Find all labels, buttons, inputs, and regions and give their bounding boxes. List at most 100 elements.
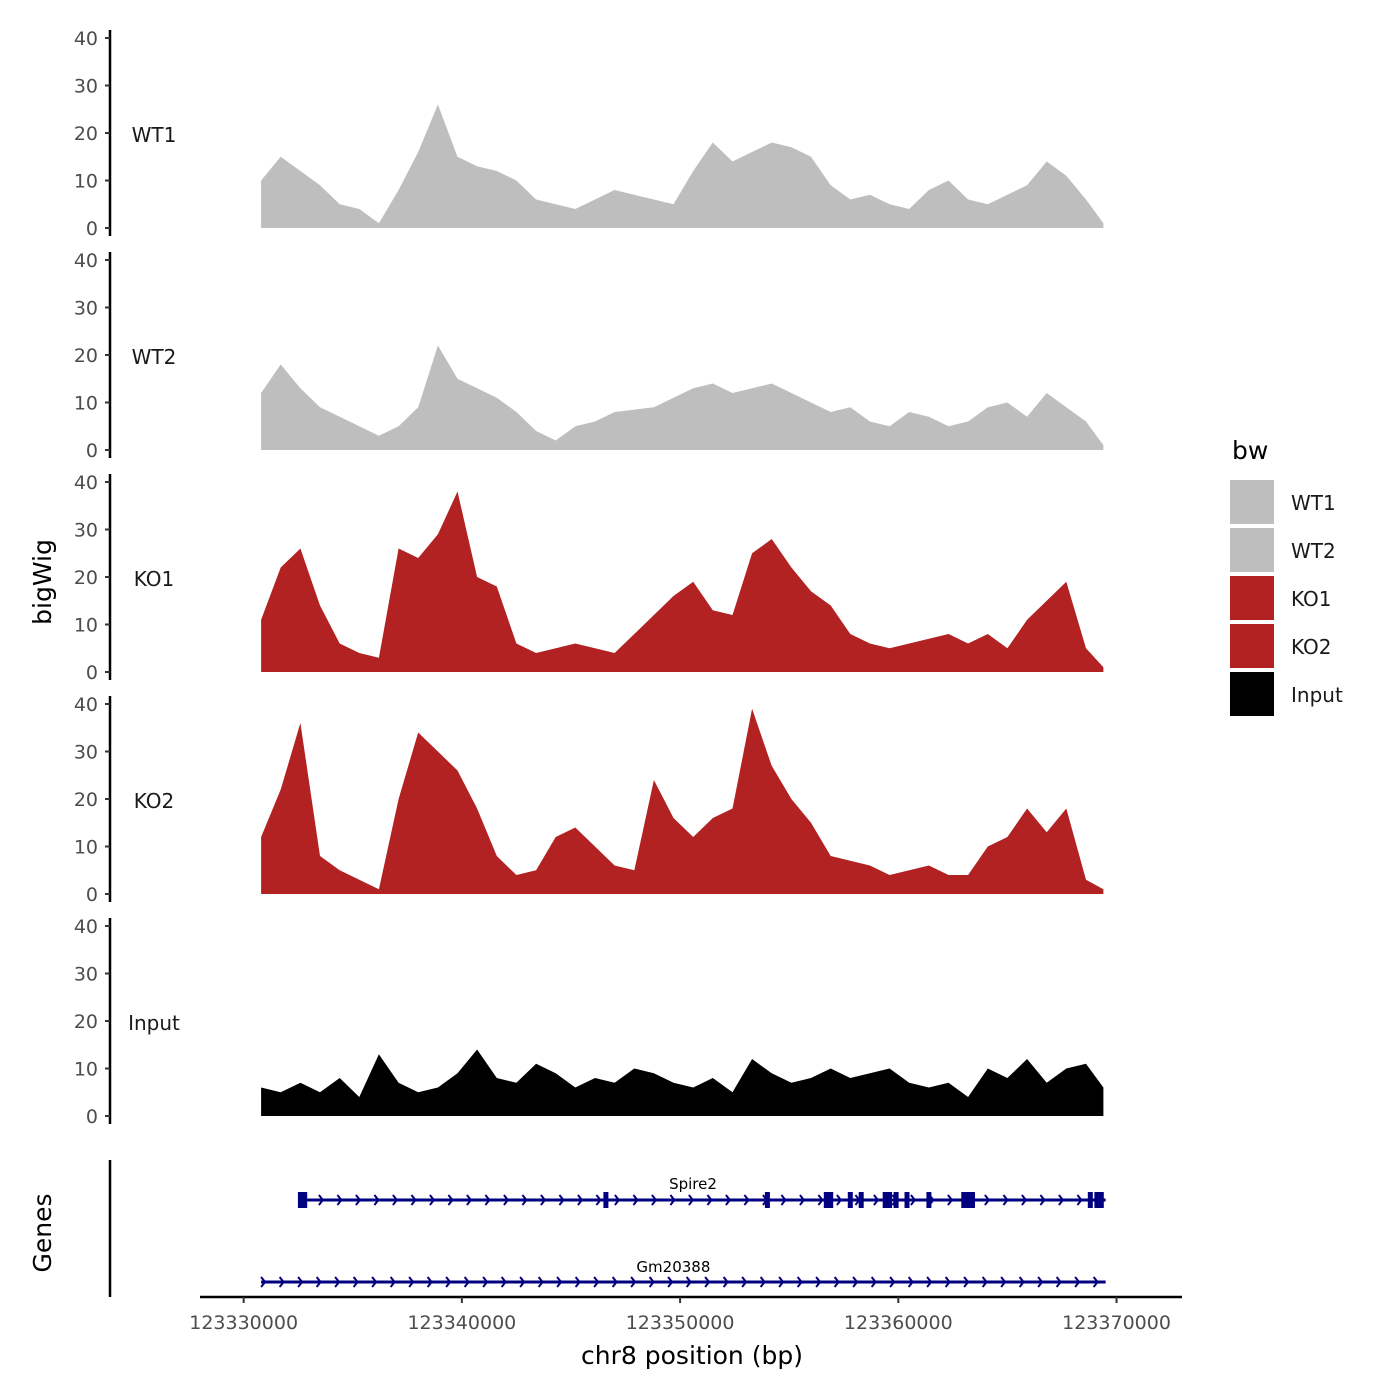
strand-arrow xyxy=(778,1276,785,1288)
strand-arrow xyxy=(685,1276,692,1288)
legend-label-input: Input xyxy=(1291,683,1343,707)
strand-arrow xyxy=(389,1276,396,1288)
legend-label-wt2: WT2 xyxy=(1291,539,1336,563)
strand-arrow xyxy=(503,1194,510,1206)
y-tick-label: 30 xyxy=(74,742,98,764)
genes-layer: Spire2 Gm20388 123330000 123340000 123350000… xyxy=(108,1160,1182,1334)
strand-arrow xyxy=(355,1194,362,1206)
legend-swatch-wt1 xyxy=(1230,480,1274,524)
strand-arrow xyxy=(336,1194,343,1206)
strand-arrow xyxy=(669,1194,676,1206)
exon xyxy=(904,1192,910,1208)
legend-label-ko1: KO1 xyxy=(1291,587,1332,611)
strand-arrow xyxy=(630,1276,637,1288)
legend-swatch-ko2 xyxy=(1230,624,1274,668)
exon xyxy=(603,1192,609,1208)
x-tick-label: 123350000 xyxy=(626,1312,735,1334)
strand-arrow xyxy=(796,1276,803,1288)
strand-arrow xyxy=(484,1194,491,1206)
tracks-layer: 0 10 20 30 40 WT1 0 10 20 30 40 WT2 0 10 20 30 40 KO1 0 10 2… xyxy=(74,28,1104,1128)
strand-arrow xyxy=(537,1276,544,1288)
strand-arrow xyxy=(466,1194,473,1206)
legend-label-wt1: WT1 xyxy=(1291,491,1336,515)
strand-arrow xyxy=(815,1276,822,1288)
y-tick-label: 10 xyxy=(74,393,98,415)
track-ko2: 0 10 20 30 40 KO2 xyxy=(74,694,1104,906)
strand-arrow xyxy=(1074,1276,1081,1288)
exon xyxy=(961,1192,967,1208)
strand-arrow xyxy=(889,1276,896,1288)
strand-arrow xyxy=(704,1276,711,1288)
strand-arrow xyxy=(260,1276,267,1288)
strand-arrow xyxy=(371,1276,378,1288)
strand-arrow xyxy=(556,1276,563,1288)
legend: bw WT1 WT2 KO1 KO2 Input xyxy=(1230,436,1343,716)
strand-arrow xyxy=(780,1194,787,1206)
strand-arrow xyxy=(593,1276,600,1288)
x-tick-label: 123330000 xyxy=(189,1312,298,1334)
strand-arrow xyxy=(1021,1194,1028,1206)
strand-arrow xyxy=(1076,1194,1083,1206)
strand-arrow xyxy=(963,1276,970,1288)
strand-arrow xyxy=(870,1276,877,1288)
strand-arrow xyxy=(1018,1276,1025,1288)
strand-arrow xyxy=(632,1194,639,1206)
strand-arrow xyxy=(392,1194,399,1206)
y-tick-label: 20 xyxy=(74,123,98,145)
y-tick-label: 30 xyxy=(74,298,98,320)
legend-swatch-ko1 xyxy=(1230,576,1274,620)
strand-arrow xyxy=(410,1194,417,1206)
strand-arrow xyxy=(910,1194,917,1206)
strand-arrow xyxy=(482,1276,489,1288)
strand-arrow xyxy=(574,1276,581,1288)
y-tick-label: 0 xyxy=(86,1106,98,1128)
track-wt2: 0 10 20 30 40 WT2 xyxy=(74,250,1104,462)
exon xyxy=(1098,1192,1104,1208)
strand-arrow xyxy=(429,1194,436,1206)
strand-arrow xyxy=(907,1276,914,1288)
track-label-wt1: WT1 xyxy=(132,123,177,147)
strand-arrow xyxy=(1058,1194,1065,1206)
y-tick-label: 30 xyxy=(74,76,98,98)
coverage-area-ko2 xyxy=(261,708,1104,894)
strand-arrow xyxy=(519,1276,526,1288)
gene-gm20388: Gm20388 xyxy=(260,1258,1106,1288)
exon xyxy=(1087,1192,1093,1208)
strand-arrow xyxy=(1000,1276,1007,1288)
y-tick-label: 0 xyxy=(86,440,98,462)
strand-arrow xyxy=(817,1194,824,1206)
strand-arrow xyxy=(611,1276,618,1288)
genes-axis-title: Genes xyxy=(28,1193,57,1272)
y-tick-label: 30 xyxy=(74,520,98,542)
strand-arrow xyxy=(741,1276,748,1288)
y-tick-label: 40 xyxy=(74,694,98,716)
track-label-wt2: WT2 xyxy=(132,345,177,369)
gene-label: Spire2 xyxy=(669,1175,717,1193)
strand-arrow xyxy=(558,1194,565,1206)
x-tick-label: 123360000 xyxy=(844,1312,953,1334)
strand-arrow xyxy=(278,1276,285,1288)
x-axis: 123330000 123340000 123350000 123360000 1233… xyxy=(189,1295,1182,1334)
strand-arrow xyxy=(873,1194,880,1206)
strand-arrow xyxy=(648,1276,655,1288)
y-tick-label: 20 xyxy=(74,567,98,589)
strand-arrow xyxy=(947,1194,954,1206)
strand-arrow xyxy=(836,1194,843,1206)
strand-arrow xyxy=(1055,1276,1062,1288)
y-tick-label: 0 xyxy=(86,884,98,906)
strand-arrow xyxy=(1039,1194,1046,1206)
exon xyxy=(858,1192,864,1208)
strand-arrow xyxy=(373,1194,380,1206)
y-tick-label: 40 xyxy=(74,472,98,494)
exon xyxy=(965,1192,971,1208)
exon xyxy=(887,1192,893,1208)
strand-arrow xyxy=(1092,1276,1099,1288)
x-tick-label: 123370000 xyxy=(1062,1312,1171,1334)
y-tick-label: 10 xyxy=(74,1059,98,1081)
legend-swatch-input xyxy=(1230,672,1274,716)
track-label-ko2: KO2 xyxy=(134,789,175,813)
strand-arrow xyxy=(500,1276,507,1288)
y-tick-label: 20 xyxy=(74,1011,98,1033)
x-axis-title: chr8 position (bp) xyxy=(581,1341,803,1370)
